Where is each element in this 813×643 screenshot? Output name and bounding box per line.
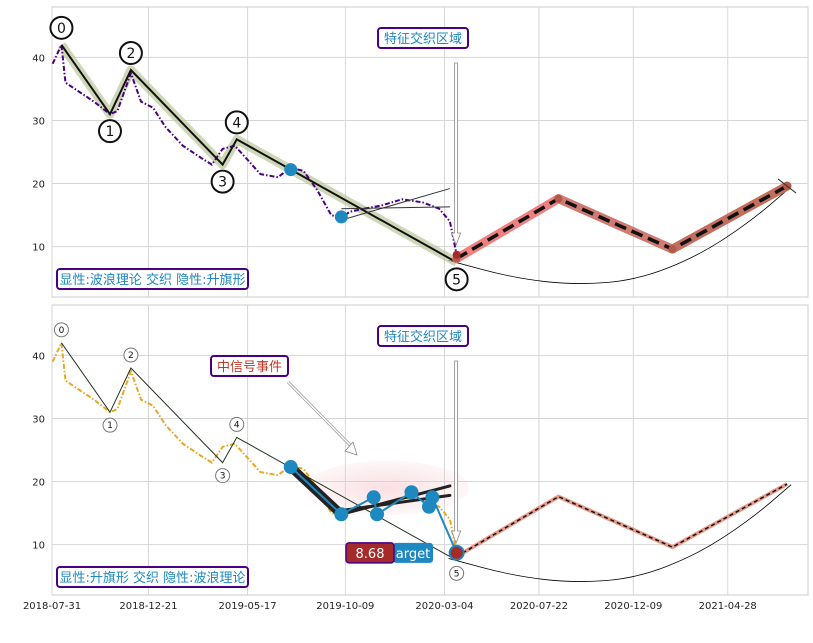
panel-bottom-annotation-text: 特征交织区域 — [384, 329, 462, 345]
panel-bottom-target-label: arget — [396, 547, 430, 562]
panel-bottom-wave-label-circle — [449, 565, 465, 581]
panel-bottom-wave-label: 5 — [454, 569, 460, 579]
panel-bottom-event-arrow-inner — [287, 381, 353, 448]
panel-top-annotation-box — [377, 27, 469, 49]
panel-bottom-annotation-text: 中信号事件 — [217, 360, 282, 375]
panel-bottom-event-arrow-head — [344, 441, 358, 456]
panel-top-y-tick-label: 40 — [32, 53, 45, 64]
panel-bottom-annotation-box — [210, 355, 289, 377]
panel-top-annotation-text: 特征交织区域 — [384, 31, 462, 47]
panel-bottom-wave-label: 3 — [220, 472, 226, 482]
panel-bottom-y-tick-label: 10 — [32, 541, 45, 552]
panel-bottom-y-tick-label: 20 — [32, 478, 45, 489]
panel-bottom-wave-label-circle — [215, 468, 231, 484]
panel-top-wave-label-circle — [444, 267, 469, 292]
panel-top-y-tick-label: 10 — [32, 243, 45, 254]
panel-top-wave-label-circle — [97, 119, 122, 144]
panel-bottom-x-tick-label: 2020-12-09 — [604, 601, 662, 612]
panel-bottom-wave-line — [61, 342, 457, 561]
panel-top-wave-line — [60, 44, 458, 264]
panel-top-wave-label: 4 — [232, 115, 241, 131]
panel-top-wave-label: 3 — [218, 175, 227, 191]
panel-top-projection-line — [455, 184, 788, 261]
panel-bottom-x-tick-label: 2020-07-22 — [510, 601, 568, 612]
panel-top-channel-line — [341, 206, 450, 210]
panel-top-wave-label-circle — [118, 41, 143, 66]
panel-bottom-annotation-box — [56, 566, 249, 588]
panel-top-wave-label-circle — [210, 169, 235, 194]
panel-bottom-target-value: 8.68 — [356, 547, 385, 562]
panel-top-zone-arrow — [451, 62, 462, 247]
panel-bottom-y-tick-label: 30 — [32, 414, 45, 425]
panel-top-wave-label: 2 — [126, 46, 135, 62]
panel-bottom-y-tick-label: 40 — [32, 351, 45, 362]
panel-bottom-annotation-box — [377, 325, 469, 347]
panel-bottom-annotation-text: 显性:升旗形 交织 隐性:波浪理论 — [59, 570, 245, 586]
panel-bottom-x-tick-label: 2020-03-04 — [415, 601, 473, 612]
panel-top-end-marker — [777, 178, 797, 194]
panel-bottom-x-tick-label: 2021-04-28 — [699, 601, 757, 612]
panel-top-projection-point — [668, 245, 677, 254]
panel-top-projection-arc — [448, 186, 792, 284]
panel-bottom-wave-label-circle — [123, 347, 139, 363]
panel-bottom-wave-label: 2 — [128, 351, 134, 361]
panel-top-price-series — [51, 41, 458, 255]
panel-bottom-flag-point — [370, 507, 385, 522]
panel-bottom-wave-label-circle — [229, 416, 245, 432]
panel-bottom-projection-line — [456, 483, 788, 558]
panel-bottom-x-tick-label: 2019-10-09 — [316, 601, 374, 612]
panel-bottom-wave-label-circle — [102, 417, 118, 433]
panel-top-annotation-box — [56, 268, 249, 290]
panel-top-wave-label: 0 — [57, 21, 66, 37]
panel-bottom-x-tick-label: 2018-12-21 — [119, 601, 177, 612]
panel-top-signal-point — [334, 210, 348, 224]
panel-top-channel-line — [341, 188, 451, 221]
panel-top-y-tick-label: 20 — [32, 180, 45, 191]
panel-bottom-flag-point — [425, 490, 440, 505]
panel-top-wave-label: 5 — [452, 272, 461, 288]
panel-bottom-flag-point — [448, 544, 465, 561]
panel-top-wave-label: 1 — [106, 124, 115, 140]
panel-top-annotation-text: 显性:波浪理论 交织 隐性:升旗形 — [59, 272, 245, 288]
panel-bottom-target-label-bg — [393, 542, 433, 563]
panel-bottom-flag-point — [283, 460, 298, 475]
panel-top-frame — [51, 6, 809, 298]
panel-bottom-plot-area: 2018-07-31 2018-12-21 2019-05-17 2019-10-09… — [23, 304, 809, 612]
panel-bottom-x-tick-label: 2019-05-17 — [219, 601, 277, 612]
panel-bottom-wave-label: 4 — [234, 420, 240, 430]
panel-top-y-tick-label: 30 — [32, 116, 45, 127]
panel-top-signal-point — [452, 250, 461, 259]
panel-top-projection-point — [554, 194, 563, 203]
panel-top-signal-point — [284, 163, 298, 177]
panel-bottom-wave-label: 0 — [59, 326, 65, 336]
panel-bottom-target-value-bg — [345, 542, 395, 564]
panel-top-wave-label-circle — [224, 110, 249, 135]
panel-bottom-wave-label-circle — [53, 322, 69, 338]
panel-bottom-projection-arc — [448, 484, 792, 582]
panel-bottom-zone-arrow — [451, 360, 462, 545]
panel-bottom-flag-point — [366, 490, 381, 505]
panel-bottom-wave-label: 1 — [107, 421, 113, 431]
panel-top-wave-label-circle — [49, 15, 74, 40]
panel-bottom-flag-point — [404, 485, 419, 500]
panel-bottom-flag-point — [334, 507, 349, 522]
panel-bottom-x-tick-label: 2018-07-31 — [23, 601, 81, 612]
